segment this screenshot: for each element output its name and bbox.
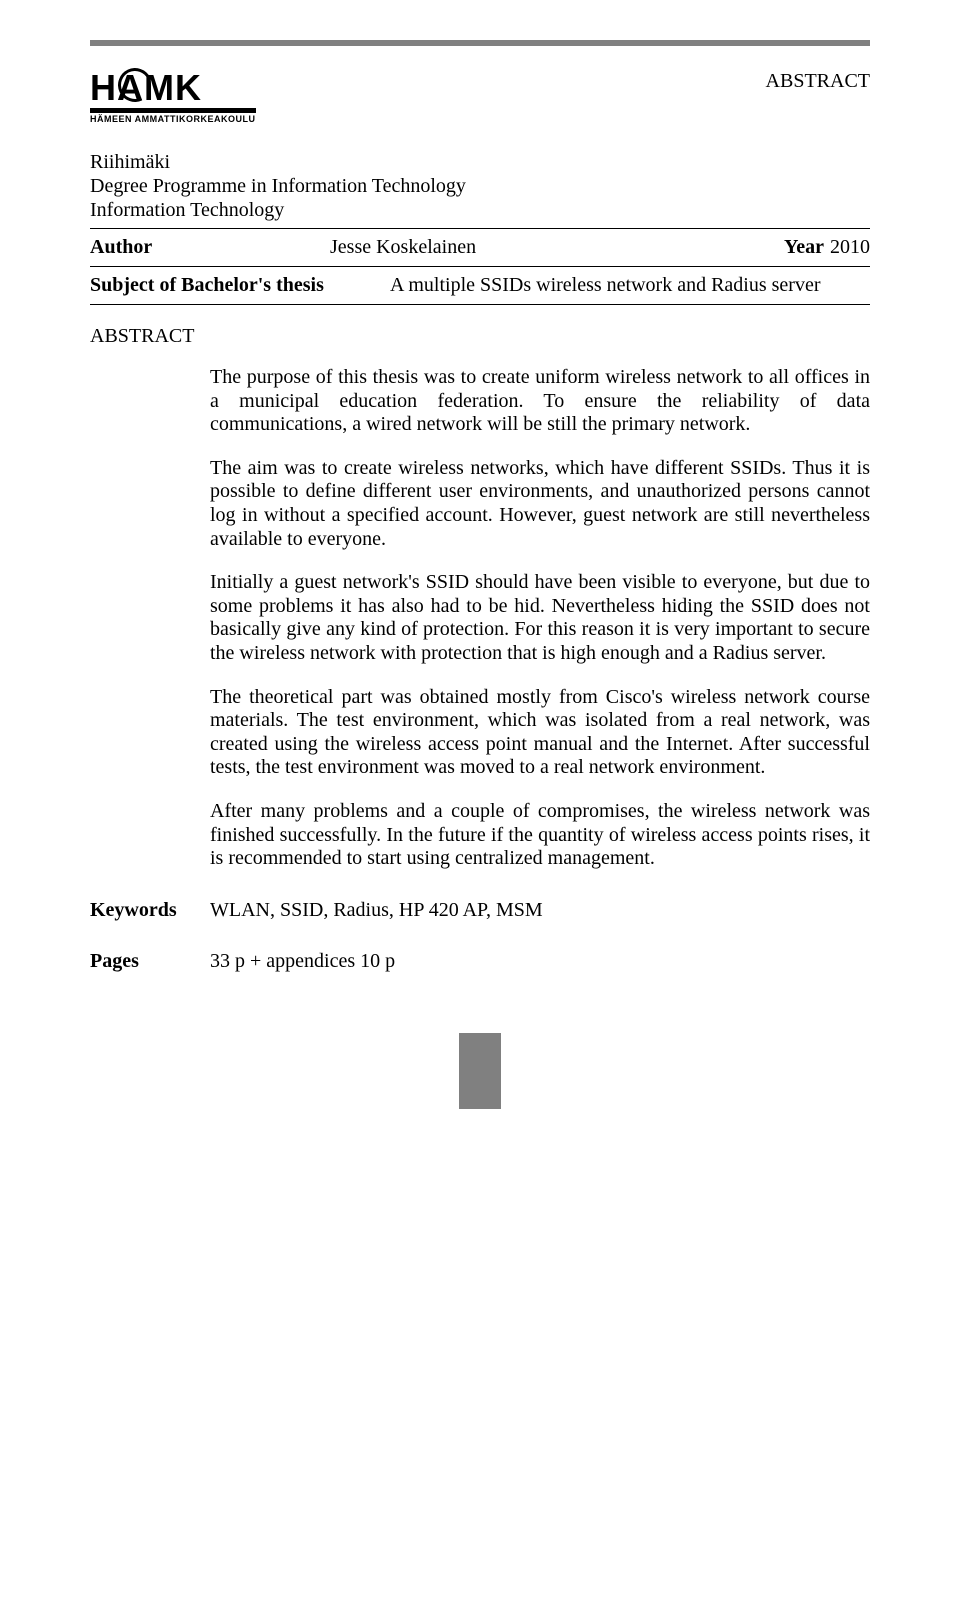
abstract-body: The purpose of this thesis was to create… — [210, 366, 870, 871]
logo-main: HAMK — [90, 70, 256, 106]
abstract-p1: The purpose of this thesis was to create… — [210, 366, 870, 437]
institution-line3: Information Technology — [90, 198, 870, 222]
logo: HAMK HÄMEEN AMMATTIKORKEAKOULU — [90, 70, 256, 124]
abstract-p5: After many problems and a couple of comp… — [210, 800, 870, 871]
year-value: 2010 — [830, 235, 870, 260]
keywords-value: WLAN, SSID, Radius, HP 420 AP, MSM — [210, 899, 543, 922]
year-label: Year — [784, 235, 824, 260]
abstract-label-top: ABSTRACT — [766, 70, 870, 93]
logo-sub: HÄMEEN AMMATTIKORKEAKOULU — [90, 108, 256, 124]
rule-2 — [90, 266, 870, 267]
subject-label: Subject of Bachelor's thesis — [90, 273, 330, 298]
institution-line2: Degree Programme in Information Technolo… — [90, 174, 870, 198]
institution-line1: Riihimäki — [90, 150, 870, 174]
author-row: Author Jesse Koskelainen Year 2010 — [90, 235, 870, 260]
pages-value: 33 p + appendices 10 p — [210, 950, 395, 973]
abstract-p4: The theoretical part was obtained mostly… — [210, 686, 870, 780]
keywords-row: Keywords WLAN, SSID, Radius, HP 420 AP, … — [90, 899, 870, 922]
abstract-section-head: ABSTRACT — [90, 325, 870, 348]
subject-row: Subject of Bachelor's thesis A multiple … — [90, 273, 870, 298]
rule-3 — [90, 304, 870, 305]
header-row: HAMK HÄMEEN AMMATTIKORKEAKOULU ABSTRACT — [90, 70, 870, 124]
pages-row: Pages 33 p + appendices 10 p — [90, 950, 870, 973]
subject-value: A multiple SSIDs wireless network and Ra… — [330, 273, 870, 298]
keywords-label: Keywords — [90, 899, 210, 922]
rule-1 — [90, 228, 870, 229]
author-value: Jesse Koskelainen — [330, 235, 476, 260]
institution-block: Riihimäki Degree Programme in Informatio… — [90, 150, 870, 222]
abstract-p2: The aim was to create wireless networks,… — [210, 457, 870, 551]
author-label: Author — [90, 235, 330, 260]
footer-block — [459, 1033, 501, 1109]
pages-label: Pages — [90, 950, 210, 973]
abstract-p3: Initially a guest network's SSID should … — [210, 571, 870, 665]
top-rule — [90, 40, 870, 46]
